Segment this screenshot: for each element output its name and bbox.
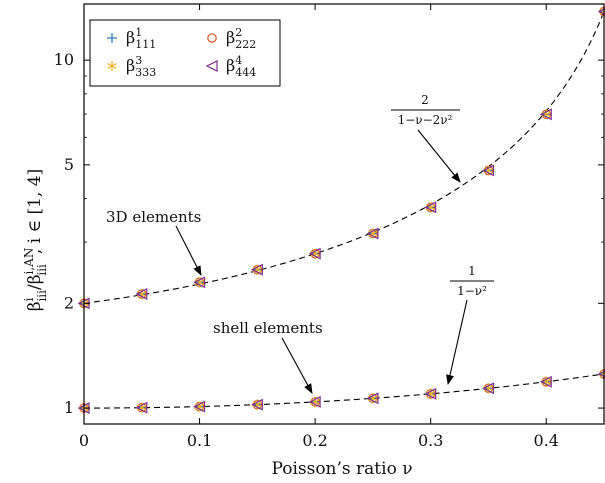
y-axis-label-text: βiiii/βi,ANiii, i ∈ [1, 4] xyxy=(22,169,49,311)
y-label-den-sub: iii xyxy=(35,264,49,276)
model-curves xyxy=(83,11,605,409)
legend-label-sub: 111 xyxy=(135,38,156,51)
curve-shell-analytic xyxy=(84,373,605,409)
x-tick-label: 0.4 xyxy=(533,431,558,450)
data-point-triangle-left-shell xyxy=(366,392,379,405)
legend-label: β3 333 xyxy=(126,54,156,79)
y-axis-label: βiiii/βi,ANiii, i ∈ [1, 4] xyxy=(22,169,49,311)
plot-frame xyxy=(83,3,605,425)
data-point-triangle-left-shell xyxy=(193,400,206,413)
data-point-triangle-left-3d xyxy=(250,263,263,276)
legend-label-sup: 3 xyxy=(135,54,142,67)
x-tick-label: 0.2 xyxy=(302,431,327,450)
data-point-triangle-left-shell xyxy=(539,375,552,388)
arrow-3d-elements xyxy=(175,225,202,276)
y-label-base: β xyxy=(25,301,45,311)
arrow-shell-elements xyxy=(281,337,313,394)
legend-marker-asterisk xyxy=(107,61,117,71)
arrow-shell-formula xyxy=(446,299,468,385)
arrow-3d-formula xyxy=(417,129,461,183)
legend-label-sub: 222 xyxy=(235,38,256,51)
data-point-triangle-left-shell xyxy=(250,398,263,411)
legend-label-sup: 1 xyxy=(135,26,142,39)
formula-shell-numerator: 1 xyxy=(468,264,476,278)
legend-label-sup: 4 xyxy=(235,54,242,67)
y-label-den-sup: i,AN xyxy=(22,248,36,275)
formula-3d-denominator: 1−ν−2ν² xyxy=(398,113,453,127)
annotation-shell-elements: shell elements xyxy=(213,319,323,337)
legend-marker-plus xyxy=(107,33,117,43)
legend-label-base: β xyxy=(126,28,135,47)
x-tick-label: 0 xyxy=(79,431,89,450)
data-point-triangle-left-3d xyxy=(366,227,379,240)
legend-label-base: β xyxy=(226,28,235,47)
legend-label-sub: 333 xyxy=(135,66,156,79)
data-point-triangle-left-3d xyxy=(424,201,437,214)
data-point-triangle-left-3d xyxy=(308,247,321,260)
x-axis-label: Poisson’s ratio ν xyxy=(271,459,412,479)
axis-ticks: 0 0.1 0.2 0.3 0.4 1 2 5 10 xyxy=(54,4,604,450)
legend-marker-triangle-left xyxy=(205,60,218,72)
y-label-sup: i xyxy=(22,297,36,301)
data-point-triangle-left-3d xyxy=(482,164,495,177)
formula-3d-numerator: 2 xyxy=(421,93,429,107)
legend-label-base: β xyxy=(126,56,135,75)
formula-3d-curve: 2 1−ν−2ν² xyxy=(391,93,460,127)
data-point-triangle-left-3d xyxy=(539,108,552,121)
formula-shell-curve: 1 1−ν² xyxy=(450,264,494,298)
legend-label: β4 444 xyxy=(226,54,256,79)
y-tick-label: 1 xyxy=(64,398,74,417)
y-label-den: /β xyxy=(25,274,45,290)
data-point-triangle-left-shell xyxy=(135,401,148,414)
legend-label-sup: 2 xyxy=(235,26,242,39)
data-point-triangle-left-shell xyxy=(308,395,321,408)
data-point-triangle-left-shell xyxy=(424,387,437,400)
legend-label: β1 111 xyxy=(126,26,156,51)
formula-shell-denominator: 1−ν² xyxy=(457,284,487,298)
x-tick-label: 0.3 xyxy=(418,431,443,450)
y-tick-label: 2 xyxy=(64,293,74,312)
y-tick-label: 10 xyxy=(54,50,74,69)
legend-box xyxy=(89,19,281,87)
legend-label-sub: 444 xyxy=(235,66,256,79)
legend-label-base: β xyxy=(226,56,235,75)
annotation-3d-elements: 3D elements xyxy=(106,208,201,226)
y-label-range: , i ∈ [1, 4] xyxy=(25,169,45,254)
data-point-triangle-left-3d xyxy=(135,287,148,300)
data-point-triangle-left-shell xyxy=(482,382,495,395)
legend-label: β2 222 xyxy=(226,26,256,51)
data-point-triangle-left-3d xyxy=(193,276,206,289)
x-tick-label: 0.1 xyxy=(187,431,212,450)
y-tick-label: 5 xyxy=(64,155,74,174)
y-label-sub: iii xyxy=(35,290,49,302)
legend-marker-circle xyxy=(207,33,217,43)
